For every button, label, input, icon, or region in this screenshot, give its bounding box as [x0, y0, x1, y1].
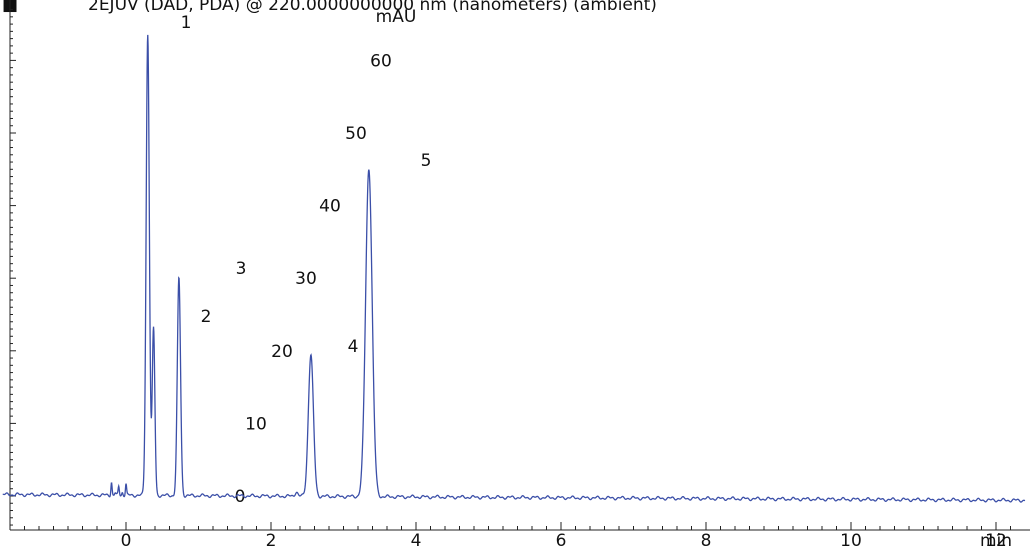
x-tick-label: 10 [840, 531, 862, 548]
y-tick-label: 50 [345, 124, 367, 144]
x-tick-label: 4 [411, 531, 422, 548]
peak-label: 5 [421, 151, 432, 171]
y-minor-ticks [10, 9, 16, 526]
peak-label: 2 [201, 307, 212, 327]
y-tick-labels: 0 10 20 30 40 50 60 [235, 51, 392, 507]
x-tick-label: 6 [556, 531, 567, 548]
x-tick-label: 0 [121, 531, 132, 548]
y-tick-label: 40 [319, 197, 341, 217]
y-tick-label: 30 [295, 269, 317, 289]
x-unit-label: min [980, 531, 1012, 548]
peak-label: 3 [236, 259, 247, 279]
x-minor-ticks [9, 522, 1011, 530]
peak-label: 4 [348, 337, 359, 357]
y-tick-label: 0 [235, 487, 246, 507]
y-tick-label: 10 [245, 414, 267, 434]
x-tick-label: 12 [985, 531, 1007, 548]
chromatogram-trace [2, 34, 1026, 503]
y-tick-label: 60 [370, 51, 392, 71]
peak-label: 1 [181, 13, 192, 33]
y-tick-label: 20 [271, 342, 293, 362]
x-tick-label: 8 [701, 531, 712, 548]
x-tick-label: 2 [266, 531, 277, 548]
chart-title: 2EJUV (DAD, PDA) @ 220.0000000000 nm (na… [88, 0, 657, 15]
peak-labels: 1 2 3 4 5 [181, 13, 432, 357]
y-axis-label: mAU [376, 7, 417, 27]
chart-title-group: ■ 2EJUV (DAD, PDA) @ 220.0000000000 nm (… [2, 0, 657, 15]
